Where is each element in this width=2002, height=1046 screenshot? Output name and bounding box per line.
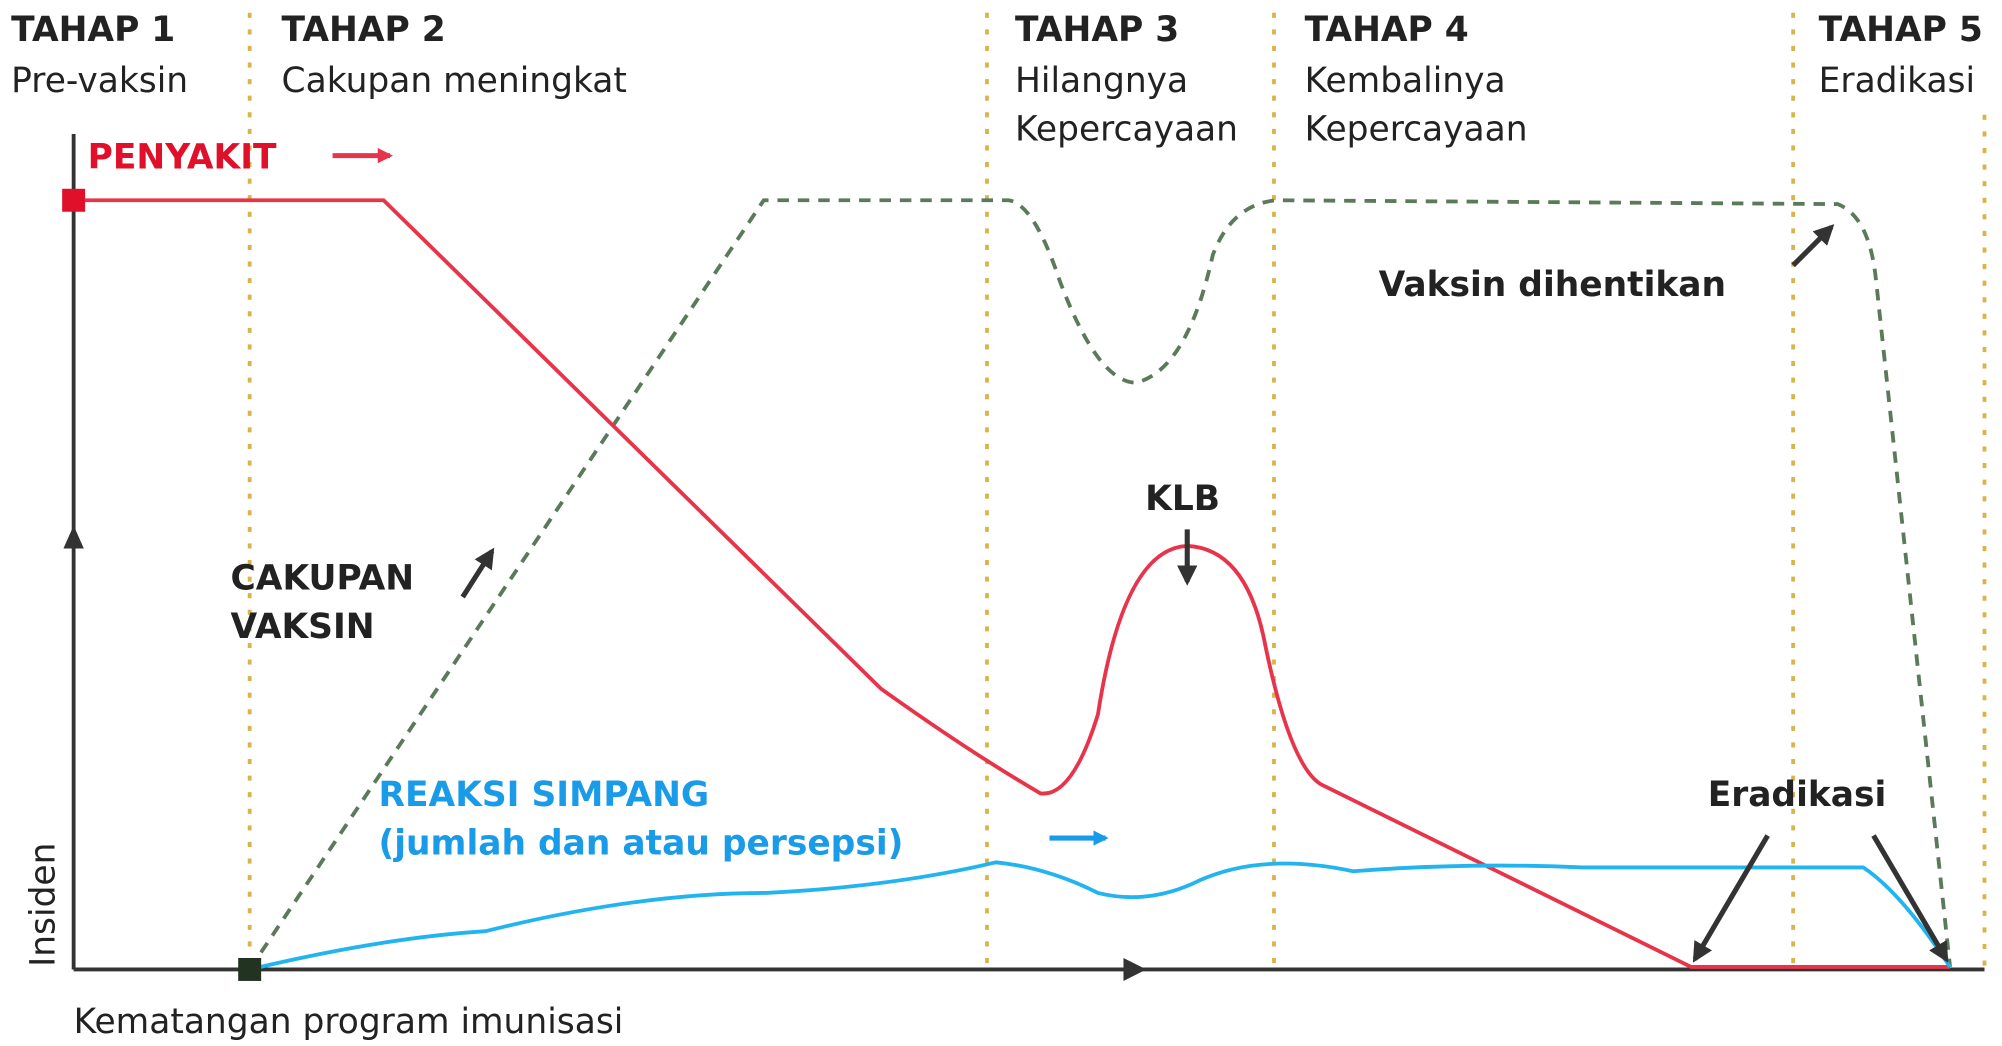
stage-name: Eradikasi [1819, 61, 1975, 101]
outbreak-label: KLB [1145, 479, 1220, 519]
stage-title: TAHAP 4 [1305, 10, 1469, 50]
adverse-label: REAKSI SIMPANG [379, 775, 710, 815]
stopped-label: Vaksin dihentikan [1379, 265, 1727, 305]
stage-name: Cakupan meningkat [282, 61, 627, 101]
coverage-label: VAKSIN [231, 607, 375, 647]
x-axis-label: Kematangan program imunisasi [74, 1002, 624, 1042]
adverse-label: (jumlah dan atau persepsi) [379, 824, 904, 864]
stage-title: TAHAP 3 [1015, 10, 1179, 50]
stage-dividers [247, 12, 1987, 970]
stage-name: Kepercayaan [1305, 109, 1528, 149]
stage-title: TAHAP 1 [11, 10, 175, 50]
disease-curve [73, 198, 1951, 969]
stage-name: Kepercayaan [1015, 109, 1238, 149]
coverage-label: CAKUPAN [231, 558, 415, 598]
stage-name: Kembalinya [1305, 61, 1506, 101]
coverage-start [238, 957, 262, 981]
adverse-curve [249, 860, 1952, 972]
stage-name: Hilangnya [1015, 61, 1188, 101]
stage-headers: TAHAP 1 Pre-vaksin TAHAP 2 Cakupan menin… [11, 10, 1983, 149]
stage-title: TAHAP 2 [282, 10, 446, 50]
stage-name: Pre-vaksin [11, 61, 188, 101]
disease-label: PENYAKIT [88, 137, 277, 177]
coverage-curve [248, 198, 1952, 971]
disease-start [62, 188, 86, 212]
axes [63, 133, 1985, 981]
eradication-label: Eradikasi [1708, 775, 1887, 815]
arrows [332, 147, 1949, 963]
stage-title: TAHAP 5 [1819, 10, 1983, 50]
y-axis-label: Insiden [23, 843, 63, 967]
